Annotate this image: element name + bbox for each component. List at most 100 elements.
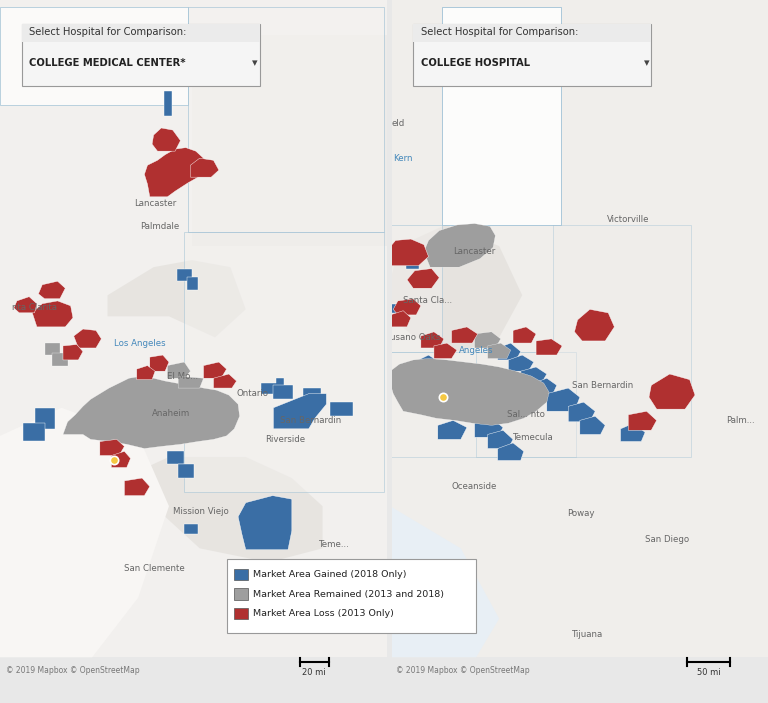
Polygon shape	[390, 225, 522, 352]
Polygon shape	[150, 355, 169, 371]
Polygon shape	[273, 385, 293, 399]
Text: nta Clarita: nta Clarita	[12, 304, 58, 312]
Polygon shape	[390, 311, 411, 327]
Bar	[413, 24, 651, 42]
Polygon shape	[388, 239, 429, 266]
Polygon shape	[488, 343, 511, 359]
Polygon shape	[649, 374, 695, 409]
Text: Market Area Remained (2013 and 2018): Market Area Remained (2013 and 2018)	[253, 590, 444, 598]
Polygon shape	[184, 524, 198, 534]
Text: Select Hospital for Comparison:: Select Hospital for Comparison:	[421, 27, 578, 37]
Polygon shape	[406, 257, 419, 269]
Text: San Clemente: San Clemente	[124, 564, 185, 572]
Polygon shape	[475, 332, 501, 348]
Polygon shape	[580, 416, 605, 434]
Polygon shape	[164, 91, 172, 116]
Polygon shape	[0, 7, 188, 105]
Text: Teme...: Teme...	[319, 541, 349, 549]
Polygon shape	[273, 394, 326, 429]
Polygon shape	[407, 269, 439, 288]
Text: Sal... nto: Sal... nto	[507, 411, 545, 419]
Bar	[390, 0, 768, 657]
Polygon shape	[574, 309, 614, 341]
Polygon shape	[536, 339, 562, 355]
Polygon shape	[547, 388, 580, 411]
Polygon shape	[303, 388, 321, 401]
Polygon shape	[167, 362, 190, 378]
Polygon shape	[45, 343, 60, 355]
Polygon shape	[434, 343, 457, 359]
Polygon shape	[52, 353, 68, 366]
Text: Market Area Gained (2018 Only): Market Area Gained (2018 Only)	[253, 570, 406, 579]
Bar	[442, 7, 561, 225]
Polygon shape	[124, 478, 150, 496]
Polygon shape	[568, 402, 595, 422]
Text: San Bernardin: San Bernardin	[572, 381, 634, 389]
Bar	[234, 569, 248, 580]
Polygon shape	[100, 439, 124, 456]
Polygon shape	[178, 464, 194, 478]
Polygon shape	[390, 225, 442, 352]
Polygon shape	[187, 277, 198, 290]
Polygon shape	[621, 423, 645, 441]
Text: © 2019 Mapbox © OpenStreetMap: © 2019 Mapbox © OpenStreetMap	[6, 666, 140, 676]
Bar	[390, 0, 768, 657]
Polygon shape	[393, 299, 421, 315]
Text: usano Oaks: usano Oaks	[390, 333, 440, 342]
Polygon shape	[513, 327, 536, 343]
Text: © 2019 Mapbox © OpenStreetMap: © 2019 Mapbox © OpenStreetMap	[396, 666, 529, 676]
Polygon shape	[167, 451, 184, 464]
Polygon shape	[111, 451, 131, 467]
Text: Market Area Loss (2013 Only): Market Area Loss (2013 Only)	[253, 610, 393, 618]
Polygon shape	[32, 301, 73, 327]
Polygon shape	[190, 158, 219, 177]
Polygon shape	[137, 366, 155, 380]
Polygon shape	[390, 352, 576, 457]
Text: Temecula: Temecula	[513, 433, 554, 441]
Polygon shape	[0, 408, 169, 657]
Polygon shape	[214, 374, 237, 388]
Text: Santa Cla...: Santa Cla...	[403, 297, 452, 305]
Text: Ontario: Ontario	[237, 389, 269, 398]
Polygon shape	[521, 367, 547, 383]
Bar	[0, 0, 390, 657]
Text: Kern: Kern	[393, 154, 412, 162]
Polygon shape	[498, 343, 521, 360]
Polygon shape	[438, 420, 467, 439]
Text: 20 mi: 20 mi	[303, 668, 326, 677]
Bar	[234, 588, 248, 600]
Bar	[192, 35, 392, 246]
Polygon shape	[534, 378, 557, 394]
Polygon shape	[452, 327, 478, 343]
Text: Oceanside: Oceanside	[452, 482, 497, 491]
Polygon shape	[138, 457, 323, 562]
Text: ▾: ▾	[252, 58, 257, 68]
Polygon shape	[261, 378, 284, 394]
FancyBboxPatch shape	[413, 24, 651, 86]
Text: Mission Viejo: Mission Viejo	[173, 508, 229, 516]
Polygon shape	[424, 224, 495, 267]
Bar	[234, 608, 248, 619]
Text: Select Hospital for Comparison:: Select Hospital for Comparison:	[29, 27, 187, 37]
Text: 50 mi: 50 mi	[697, 668, 720, 677]
Polygon shape	[63, 376, 240, 449]
Polygon shape	[390, 359, 549, 425]
Polygon shape	[508, 355, 534, 371]
Text: Poway: Poway	[567, 509, 594, 517]
Polygon shape	[330, 402, 353, 416]
Polygon shape	[411, 371, 432, 385]
Text: Tijuana: Tijuana	[572, 630, 604, 638]
Bar	[387, 0, 392, 703]
Text: eld: eld	[392, 119, 405, 127]
Text: San Diego: San Diego	[645, 536, 689, 544]
Text: COLLEGE HOSPITAL: COLLEGE HOSPITAL	[421, 58, 530, 68]
Polygon shape	[390, 506, 499, 657]
Polygon shape	[498, 443, 524, 460]
Text: Lancaster: Lancaster	[453, 247, 495, 256]
Text: El Mo...: El Mo...	[167, 372, 199, 380]
Polygon shape	[74, 329, 101, 348]
Polygon shape	[476, 225, 691, 457]
Polygon shape	[152, 128, 180, 151]
Polygon shape	[177, 269, 192, 281]
Polygon shape	[421, 332, 444, 348]
